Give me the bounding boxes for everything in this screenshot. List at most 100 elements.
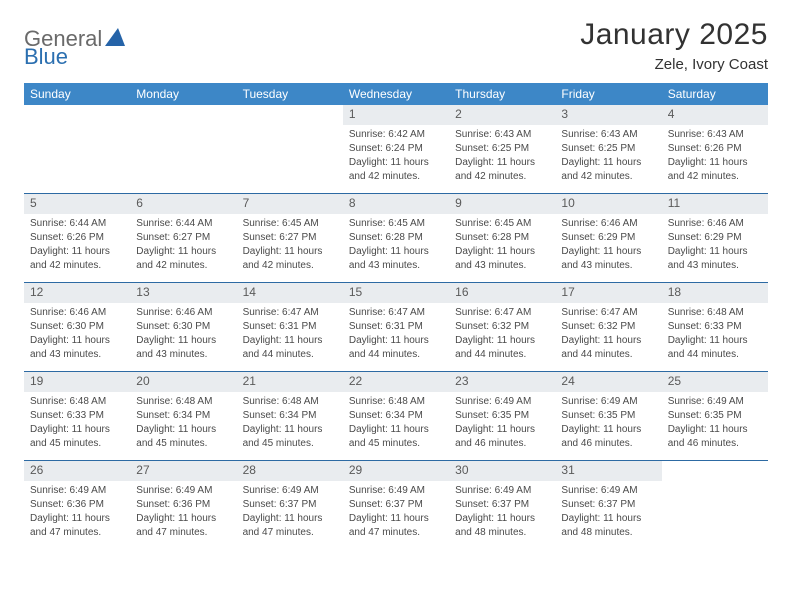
day-content: Sunrise: 6:45 AMSunset: 6:27 PMDaylight:… <box>237 214 343 279</box>
day-sunset: Sunset: 6:34 PM <box>349 409 443 422</box>
day-number: 14 <box>237 283 343 303</box>
day-content: Sunrise: 6:43 AMSunset: 6:25 PMDaylight:… <box>449 125 555 190</box>
day-min: and 48 minutes. <box>561 526 655 539</box>
day-min: and 42 minutes. <box>349 170 443 183</box>
weekday-header: Monday <box>130 83 236 105</box>
day-day: Daylight: 11 hours <box>30 423 124 436</box>
logo-word-blue: Blue <box>24 44 68 70</box>
day-sunset: Sunset: 6:27 PM <box>243 231 337 244</box>
day-min: and 45 minutes. <box>30 437 124 450</box>
day-sunset: Sunset: 6:26 PM <box>668 142 762 155</box>
day-sunrise: Sunrise: 6:49 AM <box>455 395 549 408</box>
day-cell: 4Sunrise: 6:43 AMSunset: 6:26 PMDaylight… <box>662 105 768 193</box>
day-day: Daylight: 11 hours <box>136 423 230 436</box>
day-sunrise: Sunrise: 6:44 AM <box>30 217 124 230</box>
day-min: and 45 minutes. <box>243 437 337 450</box>
day-cell: 28Sunrise: 6:49 AMSunset: 6:37 PMDayligh… <box>237 461 343 549</box>
day-sunrise: Sunrise: 6:47 AM <box>455 306 549 319</box>
day-min: and 43 minutes. <box>455 259 549 272</box>
day-day: Daylight: 11 hours <box>30 512 124 525</box>
day-day: Daylight: 11 hours <box>349 334 443 347</box>
day-day: Daylight: 11 hours <box>455 334 549 347</box>
day-sunset: Sunset: 6:30 PM <box>136 320 230 333</box>
day-min: and 43 minutes. <box>136 348 230 361</box>
day-content: Sunrise: 6:48 AMSunset: 6:34 PMDaylight:… <box>343 392 449 457</box>
day-day: Daylight: 11 hours <box>349 245 443 258</box>
day-sunrise: Sunrise: 6:48 AM <box>30 395 124 408</box>
day-min: and 44 minutes. <box>349 348 443 361</box>
day-min: and 44 minutes. <box>243 348 337 361</box>
day-min: and 45 minutes. <box>349 437 443 450</box>
day-sunset: Sunset: 6:36 PM <box>30 498 124 511</box>
day-content: Sunrise: 6:46 AMSunset: 6:30 PMDaylight:… <box>130 303 236 368</box>
day-sunrise: Sunrise: 6:48 AM <box>136 395 230 408</box>
day-sunset: Sunset: 6:27 PM <box>136 231 230 244</box>
day-cell: 14Sunrise: 6:47 AMSunset: 6:31 PMDayligh… <box>237 283 343 371</box>
day-sunrise: Sunrise: 6:45 AM <box>455 217 549 230</box>
day-number: 6 <box>130 194 236 214</box>
day-content: Sunrise: 6:48 AMSunset: 6:33 PMDaylight:… <box>662 303 768 368</box>
day-number: 24 <box>555 372 661 392</box>
day-cell: 21Sunrise: 6:48 AMSunset: 6:34 PMDayligh… <box>237 372 343 460</box>
day-content: Sunrise: 6:49 AMSunset: 6:35 PMDaylight:… <box>662 392 768 457</box>
day-sunset: Sunset: 6:28 PM <box>455 231 549 244</box>
day-content: Sunrise: 6:49 AMSunset: 6:36 PMDaylight:… <box>130 481 236 546</box>
day-min: and 47 minutes. <box>243 526 337 539</box>
day-day: Daylight: 11 hours <box>561 334 655 347</box>
day-number: 30 <box>449 461 555 481</box>
day-cell: 20Sunrise: 6:48 AMSunset: 6:34 PMDayligh… <box>130 372 236 460</box>
day-day: Daylight: 11 hours <box>30 245 124 258</box>
day-sunrise: Sunrise: 6:47 AM <box>349 306 443 319</box>
day-number: 4 <box>662 105 768 125</box>
day-content: Sunrise: 6:45 AMSunset: 6:28 PMDaylight:… <box>449 214 555 279</box>
day-day: Daylight: 11 hours <box>668 423 762 436</box>
day-min: and 42 minutes. <box>561 170 655 183</box>
day-sunset: Sunset: 6:31 PM <box>349 320 443 333</box>
day-content: Sunrise: 6:49 AMSunset: 6:37 PMDaylight:… <box>343 481 449 546</box>
day-cell: 30Sunrise: 6:49 AMSunset: 6:37 PMDayligh… <box>449 461 555 549</box>
day-cell: 16Sunrise: 6:47 AMSunset: 6:32 PMDayligh… <box>449 283 555 371</box>
day-sunset: Sunset: 6:25 PM <box>455 142 549 155</box>
day-content: Sunrise: 6:49 AMSunset: 6:37 PMDaylight:… <box>449 481 555 546</box>
weekday-header-row: Sunday Monday Tuesday Wednesday Thursday… <box>24 83 768 105</box>
day-day: Daylight: 11 hours <box>243 334 337 347</box>
day-day: Daylight: 11 hours <box>668 245 762 258</box>
day-sunrise: Sunrise: 6:47 AM <box>243 306 337 319</box>
day-content: Sunrise: 6:47 AMSunset: 6:31 PMDaylight:… <box>237 303 343 368</box>
day-cell: 29Sunrise: 6:49 AMSunset: 6:37 PMDayligh… <box>343 461 449 549</box>
day-number: 15 <box>343 283 449 303</box>
day-number: 18 <box>662 283 768 303</box>
day-cell: 19Sunrise: 6:48 AMSunset: 6:33 PMDayligh… <box>24 372 130 460</box>
day-content: Sunrise: 6:49 AMSunset: 6:36 PMDaylight:… <box>24 481 130 546</box>
day-day: Daylight: 11 hours <box>30 334 124 347</box>
day-day: Daylight: 11 hours <box>455 156 549 169</box>
day-number: 13 <box>130 283 236 303</box>
day-min: and 43 minutes. <box>561 259 655 272</box>
day-sunrise: Sunrise: 6:42 AM <box>349 128 443 141</box>
day-sunset: Sunset: 6:33 PM <box>668 320 762 333</box>
day-content: Sunrise: 6:47 AMSunset: 6:32 PMDaylight:… <box>555 303 661 368</box>
day-sunset: Sunset: 6:29 PM <box>561 231 655 244</box>
day-day: Daylight: 11 hours <box>243 245 337 258</box>
day-sunset: Sunset: 6:24 PM <box>349 142 443 155</box>
day-cell: 22Sunrise: 6:48 AMSunset: 6:34 PMDayligh… <box>343 372 449 460</box>
day-sunset: Sunset: 6:32 PM <box>561 320 655 333</box>
day-cell: 18Sunrise: 6:48 AMSunset: 6:33 PMDayligh… <box>662 283 768 371</box>
day-sunset: Sunset: 6:32 PM <box>455 320 549 333</box>
weekday-header: Thursday <box>449 83 555 105</box>
day-cell: 10Sunrise: 6:46 AMSunset: 6:29 PMDayligh… <box>555 194 661 282</box>
day-cell: 6Sunrise: 6:44 AMSunset: 6:27 PMDaylight… <box>130 194 236 282</box>
weekday-header: Friday <box>555 83 661 105</box>
day-cell: 31Sunrise: 6:49 AMSunset: 6:37 PMDayligh… <box>555 461 661 549</box>
day-cell: 8Sunrise: 6:45 AMSunset: 6:28 PMDaylight… <box>343 194 449 282</box>
day-sunrise: Sunrise: 6:46 AM <box>136 306 230 319</box>
day-min: and 43 minutes. <box>668 259 762 272</box>
day-number: 8 <box>343 194 449 214</box>
day-day: Daylight: 11 hours <box>561 423 655 436</box>
day-sunrise: Sunrise: 6:49 AM <box>30 484 124 497</box>
day-cell: 23Sunrise: 6:49 AMSunset: 6:35 PMDayligh… <box>449 372 555 460</box>
day-day: Daylight: 11 hours <box>668 156 762 169</box>
day-min: and 46 minutes. <box>455 437 549 450</box>
day-min: and 44 minutes. <box>455 348 549 361</box>
day-sunset: Sunset: 6:34 PM <box>243 409 337 422</box>
